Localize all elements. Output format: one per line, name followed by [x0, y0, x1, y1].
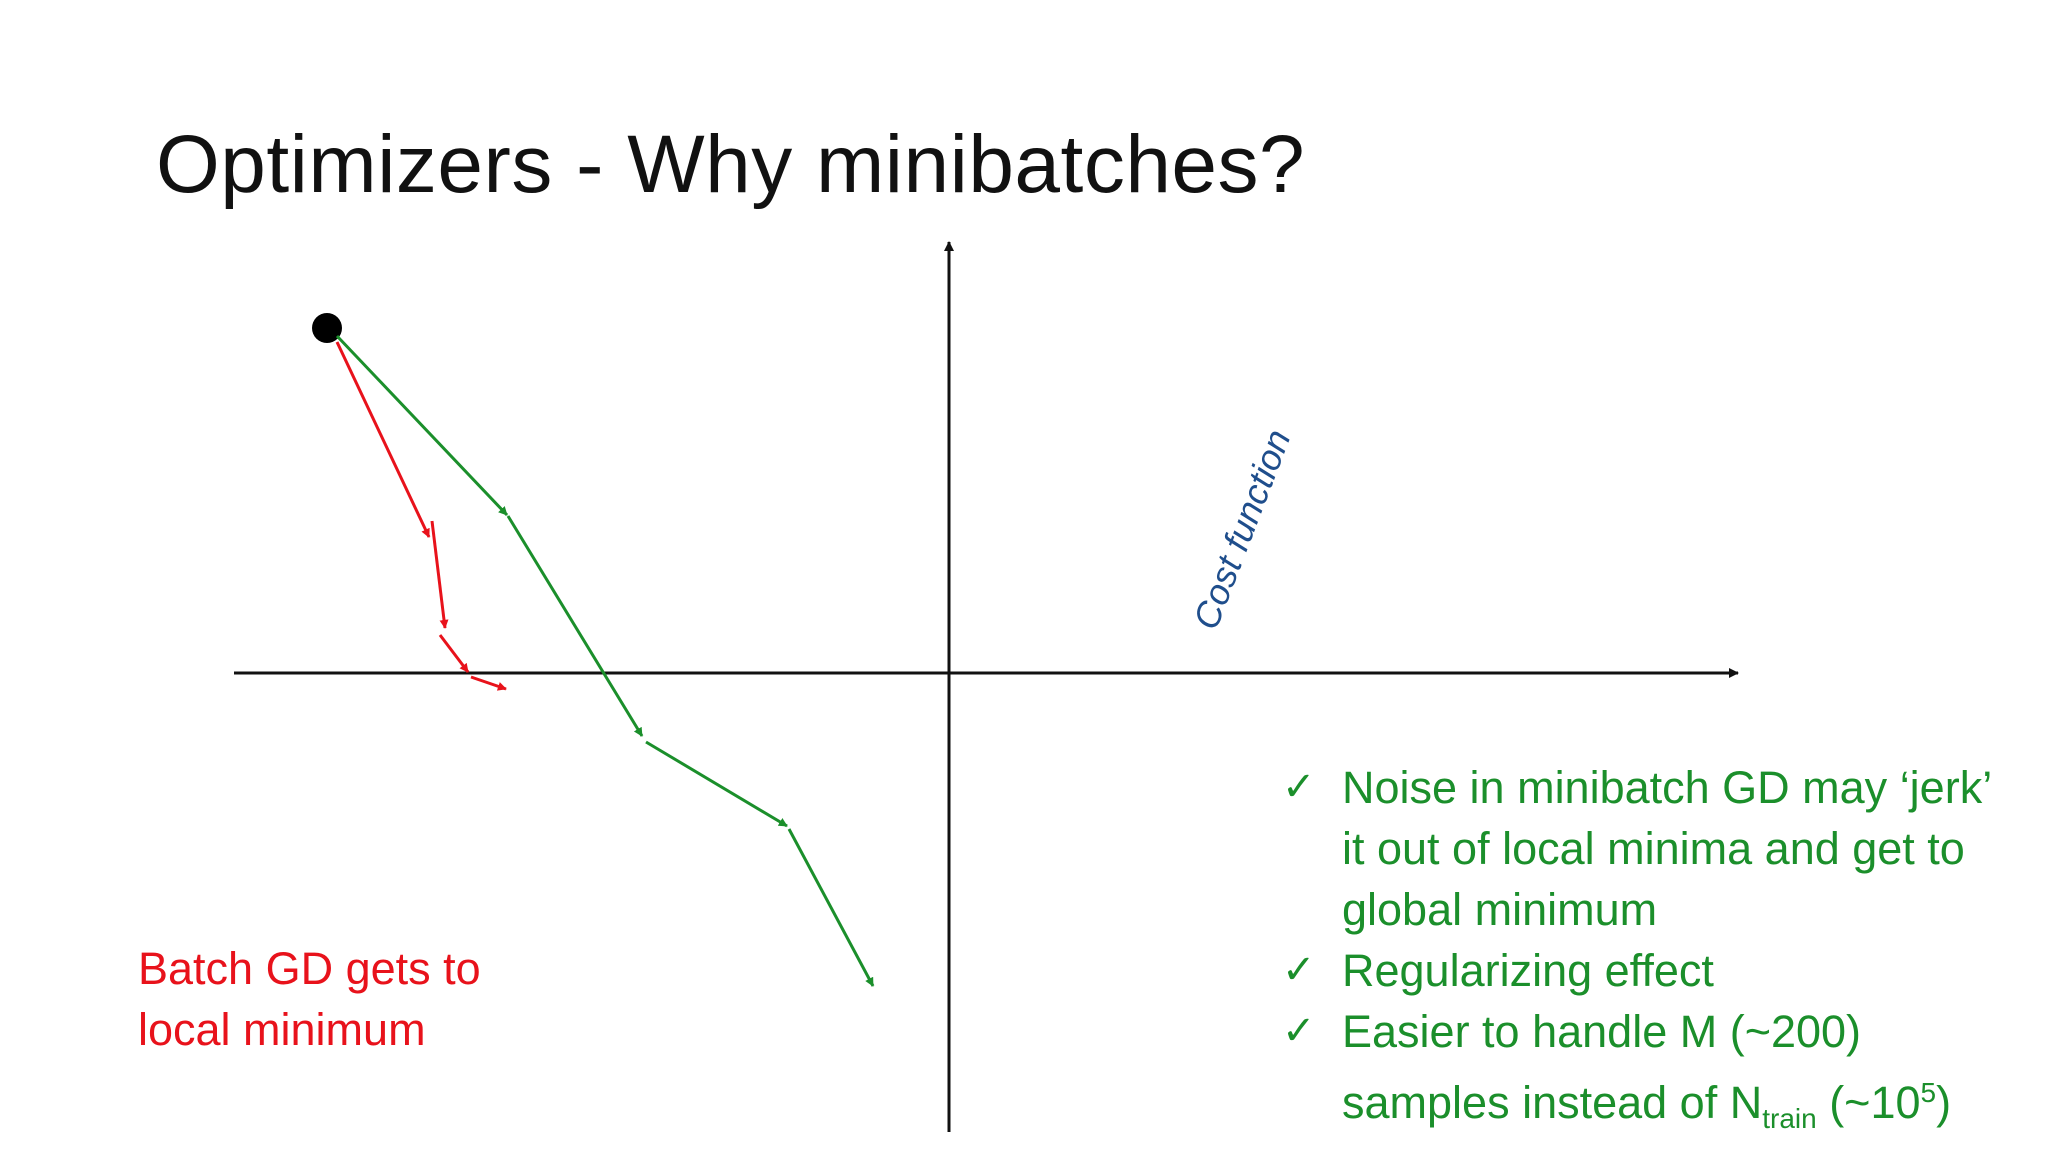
minibatch-gd-step-3 — [645, 740, 788, 828]
batch-gd-step-1 — [335, 341, 431, 538]
minibatch-gd-step-4 — [787, 828, 875, 987]
benefit-text: Noise in minibatch GD may ‘jerk’ it out … — [1342, 762, 1991, 935]
benefit-item: ✓ Regularizing effect — [1282, 940, 2022, 1001]
minibatch-gd-step-2 — [506, 515, 644, 737]
train-subscript: train — [1762, 1103, 1817, 1134]
batch-gd-step-3 — [438, 634, 470, 673]
benefit-item: ✓ Easier to handle M (~200) samples inst… — [1282, 1001, 2022, 1149]
benefit-text: Easier to handle M (~200) samples instea… — [1342, 1001, 2022, 1149]
checkmark-icon: ✓ — [1282, 947, 1316, 993]
checkmark-icon: ✓ — [1282, 764, 1316, 810]
batch-gd-path — [335, 341, 507, 691]
slide-title: Optimizers - Why minibatches? — [156, 119, 1306, 210]
exponent-superscript: 5 — [1920, 1077, 1937, 1108]
minibatch-gd-path — [335, 334, 875, 987]
batch-gd-note: Batch GD gets to local minimum — [138, 943, 481, 1055]
benefits-list: ✓ Noise in minibatch GD may ‘jerk’ it ou… — [1282, 757, 2022, 1149]
checkmark-icon: ✓ — [1282, 1008, 1316, 1054]
benefit-text: Regularizing effect — [1342, 945, 1714, 996]
benefit-text-part: Easier to handle M (~200) samples instea… — [1342, 1006, 1862, 1128]
benefit-text-part: (~10 — [1816, 1077, 1921, 1128]
batch-gd-step-4 — [470, 675, 507, 691]
minibatch-gd-step-1 — [335, 334, 509, 517]
start-point — [312, 313, 342, 343]
batch-gd-step-2 — [430, 520, 449, 629]
benefit-item: ✓ Noise in minibatch GD may ‘jerk’ it ou… — [1282, 757, 2022, 940]
benefit-text-part: ) — [1936, 1077, 1952, 1128]
